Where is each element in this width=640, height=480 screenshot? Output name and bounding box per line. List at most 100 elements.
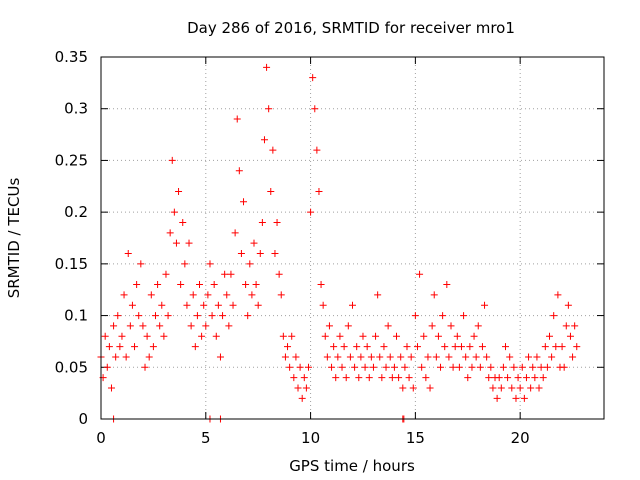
data-point xyxy=(499,363,507,371)
data-point xyxy=(527,384,535,392)
data-point xyxy=(147,291,155,299)
data-point xyxy=(468,363,476,371)
data-point xyxy=(344,322,352,330)
data-point xyxy=(271,250,279,258)
data-point xyxy=(279,332,287,340)
data-point xyxy=(533,353,541,361)
data-point xyxy=(535,384,543,392)
data-point xyxy=(237,250,245,258)
data-point xyxy=(386,353,394,361)
data-point xyxy=(298,394,306,402)
data-point xyxy=(216,353,224,361)
data-point xyxy=(472,353,480,361)
data-point xyxy=(550,312,558,320)
data-point xyxy=(405,374,413,382)
data-point xyxy=(426,384,434,392)
data-point xyxy=(382,363,390,371)
data-point xyxy=(340,343,348,351)
data-point xyxy=(378,374,386,382)
data-points xyxy=(97,63,581,423)
data-point xyxy=(420,332,428,340)
y-tick-label: 0.1 xyxy=(64,307,88,325)
data-point xyxy=(235,167,243,175)
data-point xyxy=(522,374,530,382)
data-point xyxy=(101,332,109,340)
data-point xyxy=(546,332,554,340)
data-point xyxy=(437,363,445,371)
data-point xyxy=(193,312,201,320)
data-point xyxy=(481,301,489,309)
data-point xyxy=(200,301,208,309)
data-point xyxy=(531,374,539,382)
data-point xyxy=(151,312,159,320)
data-point xyxy=(284,343,292,351)
data-point xyxy=(564,301,572,309)
data-point xyxy=(393,332,401,340)
data-point xyxy=(107,384,115,392)
data-point xyxy=(361,363,369,371)
data-point xyxy=(277,291,285,299)
x-axis-label: GPS time / hours xyxy=(289,457,415,475)
data-point xyxy=(539,374,547,382)
data-point xyxy=(244,312,252,320)
data-point xyxy=(325,322,333,330)
data-point xyxy=(145,353,153,361)
data-point xyxy=(103,363,111,371)
data-point xyxy=(181,260,189,268)
data-point xyxy=(139,322,147,330)
data-point xyxy=(204,291,212,299)
data-point xyxy=(466,343,474,351)
data-point xyxy=(390,363,398,371)
data-point xyxy=(338,363,346,371)
data-point xyxy=(357,353,365,361)
data-point xyxy=(133,281,141,289)
data-point xyxy=(346,353,354,361)
data-point xyxy=(292,353,300,361)
data-point xyxy=(242,281,250,289)
data-point xyxy=(365,374,373,382)
data-point xyxy=(158,301,166,309)
data-point xyxy=(164,312,172,320)
data-point xyxy=(185,239,193,247)
data-point xyxy=(453,332,461,340)
data-point xyxy=(198,332,206,340)
data-point xyxy=(118,332,126,340)
data-point xyxy=(126,322,134,330)
data-point xyxy=(418,363,426,371)
data-point xyxy=(552,343,560,351)
data-point xyxy=(464,374,472,382)
x-tick-label: 15 xyxy=(406,429,425,447)
data-point xyxy=(376,353,384,361)
data-point xyxy=(254,301,262,309)
data-point xyxy=(543,363,551,371)
data-point xyxy=(508,384,516,392)
data-point xyxy=(269,146,277,154)
data-point xyxy=(351,363,359,371)
data-point xyxy=(367,353,375,361)
data-point xyxy=(252,281,260,289)
data-point xyxy=(355,374,363,382)
y-tick-labels: 0 0.05 0.1 0.15 0.2 0.25 0.3 0.35 xyxy=(55,48,88,428)
y-tick-label: 0.2 xyxy=(64,203,88,221)
y-tick-label: 0.3 xyxy=(64,100,88,118)
data-point xyxy=(504,374,512,382)
data-point xyxy=(560,363,568,371)
data-point xyxy=(128,301,136,309)
data-point xyxy=(179,218,187,226)
data-point xyxy=(428,322,436,330)
data-point xyxy=(170,208,178,216)
data-point xyxy=(177,281,185,289)
data-point xyxy=(558,343,566,351)
data-point xyxy=(263,63,271,71)
data-point xyxy=(516,384,524,392)
data-point xyxy=(273,218,281,226)
data-point xyxy=(116,343,124,351)
data-point xyxy=(334,353,342,361)
data-point xyxy=(319,301,327,309)
x-tick-label: 20 xyxy=(511,429,530,447)
data-point xyxy=(432,353,440,361)
data-point xyxy=(206,260,214,268)
data-point xyxy=(189,291,197,299)
data-point xyxy=(451,343,459,351)
